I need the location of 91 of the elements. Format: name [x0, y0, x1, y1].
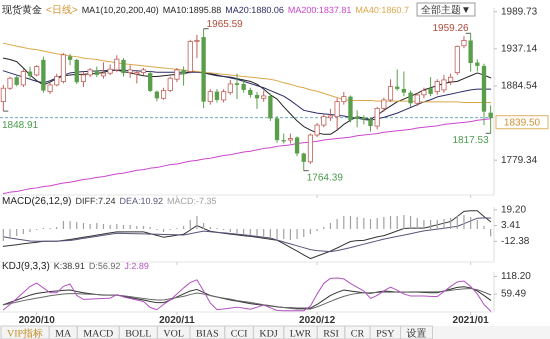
annotation: 1764.39 [306, 172, 344, 184]
candlestick [34, 64, 40, 77]
text: VIP指标 [7, 328, 44, 339]
text: MA40:1860.7 [355, 5, 409, 15]
annotation: 1817.53 [452, 135, 490, 146]
candlestick [302, 152, 306, 172]
candlestick [374, 106, 380, 130]
candlestick [354, 110, 360, 128]
candlestick [488, 104, 493, 134]
text: LWR [290, 328, 312, 339]
candlestick [234, 73, 240, 100]
candlestick [241, 80, 246, 94]
y-tick-label: 1779.34 [501, 154, 538, 166]
candlestick [254, 91, 260, 110]
candlestick [128, 64, 133, 78]
candlestick [261, 90, 266, 102]
candlestick [154, 90, 160, 102]
candlestick [181, 66, 186, 86]
series-label: MACD:-7.35 [167, 196, 217, 206]
chart-title: MACD(26,12,9) [2, 196, 72, 207]
x-tick-label: 2021/01 [452, 315, 490, 326]
y-tick-label: 118.20 [501, 271, 532, 282]
chart-subtitle: <日线> [46, 4, 78, 16]
y-tick-label: -12.38 [501, 236, 530, 248]
candlestick [121, 58, 126, 77]
text: BOLL [125, 328, 152, 339]
text: BIAS [196, 328, 219, 339]
annotation: 全部主题▼ [421, 4, 471, 16]
text: MA [55, 328, 72, 339]
candlestick [402, 71, 406, 97]
candlestick [148, 70, 152, 92]
text: CR [350, 328, 364, 339]
candlestick [114, 54, 120, 73]
y-tick-label: 1989.73 [501, 6, 538, 18]
candlestick [468, 32, 473, 72]
text: DEA:10.92 [119, 196, 164, 206]
text: K:38.91 [54, 261, 85, 271]
text: D:56.92 [88, 261, 120, 271]
y-tick-label: 1937.14 [501, 43, 538, 54]
x-tick-label: 2020/12 [299, 315, 336, 326]
candlestick [348, 95, 353, 123]
candlestick [395, 68, 400, 92]
text: DIFF:7.24 [75, 196, 116, 206]
y-tick-label: 1884.54 [501, 80, 538, 92]
annotation: 1848.91 [2, 120, 39, 132]
text: RSI [323, 328, 339, 339]
candlestick [408, 90, 413, 108]
line-series [2, 58, 492, 135]
annotation: 1959.26 [432, 23, 470, 34]
text: J:2.89 [124, 261, 149, 271]
y-tick-label: 19.20 [501, 204, 526, 216]
line-series [2, 278, 492, 312]
legend-title: MA1(10,20,200,40) [82, 5, 159, 15]
candlestick [461, 36, 467, 49]
x-tick-label: 2020/11 [159, 315, 196, 326]
candlestick [282, 133, 286, 144]
candlestick [362, 114, 366, 125]
line-series [2, 210, 492, 260]
candlestick [475, 59, 480, 72]
text: MACD [83, 328, 114, 339]
candlestick [14, 74, 19, 87]
text: CCI [230, 328, 248, 339]
candlestick [214, 88, 220, 104]
candlestick [274, 115, 280, 144]
candlestick [74, 58, 79, 85]
candlestick [20, 68, 26, 88]
text: KDJ [259, 328, 278, 339]
y-tick-label: 3.41 [501, 220, 521, 232]
candlestick [288, 133, 293, 144]
candlestick [268, 92, 273, 122]
candlestick [208, 88, 213, 106]
text: MA10:1895.88 [162, 5, 222, 15]
candlestick [68, 53, 72, 66]
candlestick [368, 116, 373, 132]
candlestick [248, 87, 253, 98]
ref-line-label: 1839.50 [504, 117, 541, 128]
line-series [2, 217, 492, 252]
candlestick [28, 66, 32, 80]
text: MA20:1880.06 [225, 5, 284, 15]
candlestick [428, 76, 433, 97]
chart-title: 现货黄金 [2, 4, 42, 16]
text: MA200:1837.81 [288, 5, 352, 15]
x-tick-label: 2020/10 [18, 315, 56, 326]
chart-title: KDJ(9,3,3) [2, 261, 50, 272]
candlestick [94, 66, 99, 78]
annotation: 1965.59 [206, 18, 244, 30]
text: VOL [163, 328, 184, 339]
y-tick-label: 59.49 [501, 288, 526, 300]
text: PSY [376, 328, 394, 339]
text: 设置 [406, 328, 426, 339]
candlestick [294, 136, 300, 157]
